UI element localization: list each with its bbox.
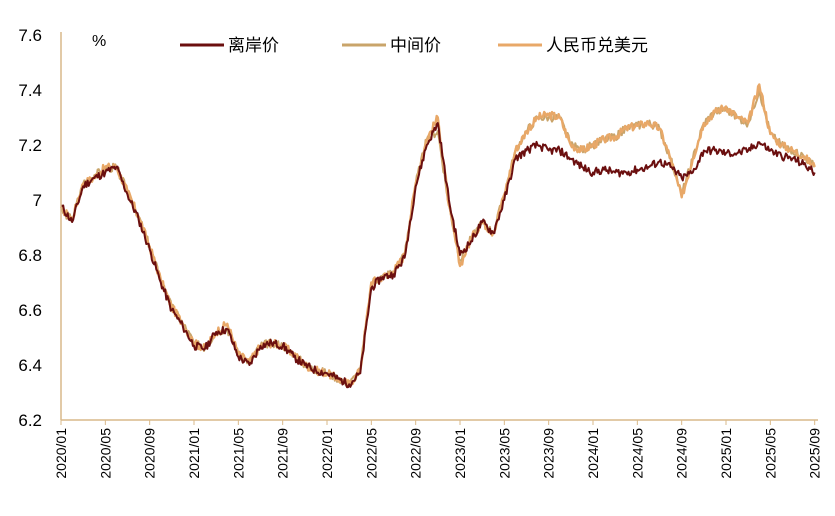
x-tick-label: 2022/09 — [408, 428, 424, 479]
y-tick-label: 6.4 — [18, 356, 42, 375]
y-tick-label: 6.8 — [18, 246, 42, 265]
x-axis-ticks: 2020/01 2020/05 2020/09 2021/01 2021/05 2021/… — [53, 420, 823, 479]
series-line-0 — [60, 122, 816, 389]
x-tick-label: 2023/01 — [452, 428, 468, 479]
y-tick-label: 7.2 — [18, 136, 42, 155]
x-tick-label: 2021/01 — [186, 428, 202, 479]
x-tick-label: 2023/05 — [496, 428, 512, 479]
legend-label: 人民币兑美元 — [546, 36, 648, 56]
y-tick-label: 6.6 — [18, 301, 42, 320]
x-tick-label: 2024/01 — [585, 428, 601, 479]
x-tick-label: 2024/05 — [629, 428, 645, 479]
x-tick-label: 2021/05 — [230, 428, 246, 479]
x-tick-label: 2024/09 — [674, 428, 690, 479]
series-line-2 — [59, 83, 816, 386]
x-tick-label: 2025/01 — [718, 428, 734, 479]
x-tick-label: 2022/01 — [319, 428, 335, 479]
y-tick-label: 7.4 — [18, 81, 42, 100]
x-tick-label: 2025/05 — [762, 428, 778, 479]
x-tick-label: 2022/05 — [363, 428, 379, 479]
x-tick-label: 2020/05 — [97, 428, 113, 479]
x-tick-label: 2020/09 — [142, 428, 158, 479]
y-tick-label: 7 — [33, 191, 42, 210]
legend: 离岸价 中间价 人民币兑美元 — [180, 36, 648, 56]
legend-label: 中间价 — [390, 36, 441, 56]
legend-label: 离岸价 — [228, 36, 279, 56]
y-tick-label: 7.6 — [18, 26, 42, 45]
series-layer — [59, 83, 816, 389]
y-tick-label: 6.2 — [18, 411, 42, 430]
unit-label: % — [92, 33, 106, 50]
x-tick-label: 2023/09 — [541, 428, 557, 479]
x-tick-label: 2025/09 — [807, 428, 823, 479]
y-axis-ticks: 7.6 7.4 7.2 7 6.8 6.6 6.4 6.2 — [18, 26, 42, 430]
x-tick-label: 2020/01 — [53, 428, 69, 479]
x-tick-label: 2021/09 — [275, 428, 291, 479]
